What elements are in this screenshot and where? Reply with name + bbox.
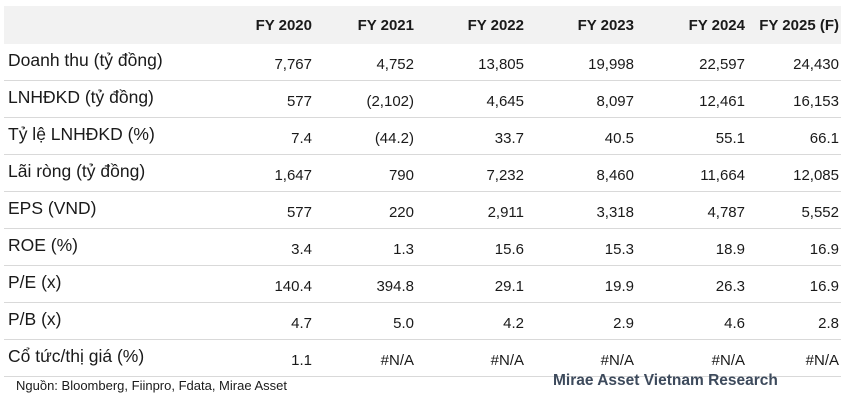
cell: 1,647 [274,167,312,184]
cell: 8,460 [596,167,634,184]
cell: 4.7 [291,315,312,332]
cell: 18.9 [715,241,745,258]
table-row: EPS (VND) 577 220 2,911 3,318 4,787 5,55… [4,192,841,229]
table-header: FY 2020 FY 2021 FY 2022 FY 2023 FY 2024 … [4,6,841,44]
row-label: ROE (%) [8,235,78,255]
cell: 1.1 [291,352,312,369]
cell: #N/A [490,352,524,369]
header-cell: FY 2020 [255,17,312,34]
table-row: Tỷ lệ LNHĐKD (%) 7.4 (44.2) 33.7 40.5 55… [4,118,841,155]
table-row: ROE (%) 3.4 1.3 15.6 15.3 18.9 16.9 [4,229,841,266]
table-row: Doanh thu (tỷ đồng) 7,767 4,752 13,805 1… [4,44,841,81]
cell: #N/A [805,352,839,369]
cell: 4.2 [503,315,524,332]
cell: 29.1 [494,278,524,295]
cell: 4,752 [376,56,414,73]
source-note: Nguồn: Bloomberg, Fiinpro, Fdata, Mirae … [16,378,287,393]
cell: 13,805 [478,56,524,73]
row-label: LNHĐKD (tỷ đồng) [8,87,154,107]
cell: 3,318 [596,204,634,221]
cell: 2.8 [818,315,839,332]
header-cell: FY 2024 [688,17,745,34]
header-cell: FY 2023 [577,17,634,34]
cell: 40.5 [604,130,634,147]
cell: 22,597 [699,56,745,73]
table-row: P/E (x) 140.4 394.8 29.1 19.9 26.3 16.9 [4,266,841,303]
header-cell: FY 2021 [357,17,414,34]
cell: 66.1 [809,130,839,147]
header-cell: FY 2025 (F) [759,17,839,34]
cell: 16,153 [793,93,839,110]
cell: #N/A [380,352,414,369]
cell: 2,911 [487,204,524,221]
cell: 12,461 [699,93,745,110]
cell: 140.4 [274,278,312,295]
cell: 11,664 [700,167,745,184]
row-label: P/B (x) [8,309,62,329]
cell: 7.4 [291,130,312,147]
cell: 790 [388,167,414,184]
header-cell: FY 2022 [467,17,524,34]
cell: (2,102) [366,93,414,110]
cell: 4,645 [486,93,524,110]
cell: 26.3 [715,278,745,295]
cell: 8,097 [596,93,634,110]
cell: 5,552 [801,204,839,221]
row-label: P/E (x) [8,272,62,292]
table-row: LNHĐKD (tỷ đồng) 577 (2,102) 4,645 8,097… [4,81,841,118]
table-row: Lãi ròng (tỷ đồng) 1,647 790 7,232 8,460… [4,155,841,192]
row-label: EPS (VND) [8,198,97,218]
cell: 16.9 [809,278,839,295]
row-label: Tỷ lệ LNHĐKD (%) [8,124,155,144]
cell: 4.6 [724,315,745,332]
cell: 55.1 [715,130,745,147]
table-row: P/B (x) 4.7 5.0 4.2 2.9 4.6 2.8 [4,303,841,340]
cell: 12,085 [793,167,839,184]
cell: 3.4 [291,241,312,258]
cell: 5.0 [393,315,414,332]
cell: 4,787 [707,204,745,221]
cell: (44.2) [374,130,414,147]
cell: 24,430 [793,56,839,73]
cell: 19,998 [588,56,634,73]
cell: 220 [388,204,414,221]
cell: 2.9 [613,315,634,332]
cell: 33.7 [494,130,524,147]
cell: 19.9 [604,278,634,295]
row-label: Lãi ròng (tỷ đồng) [8,161,146,181]
cell: 15.6 [494,241,524,258]
cell: 394.8 [376,278,414,295]
cell: 15.3 [604,241,634,258]
cell: 577 [286,93,312,110]
cell: 7,232 [486,167,524,184]
row-label: Doanh thu (tỷ đồng) [8,50,163,70]
financial-table: FY 2020 FY 2021 FY 2022 FY 2023 FY 2024 … [4,6,841,377]
table-row: Cổ tức/thị giá (%) 1.1 #N/A #N/A #N/A #N… [4,340,841,377]
brand-label: Mirae Asset Vietnam Research [553,372,778,389]
cell: #N/A [600,352,634,369]
cell: 7,767 [274,56,312,73]
cell: #N/A [711,352,745,369]
row-label: Cổ tức/thị giá (%) [8,346,145,366]
cell: 1.3 [393,241,414,258]
cell: 16.9 [809,241,839,258]
cell: 577 [286,204,312,221]
